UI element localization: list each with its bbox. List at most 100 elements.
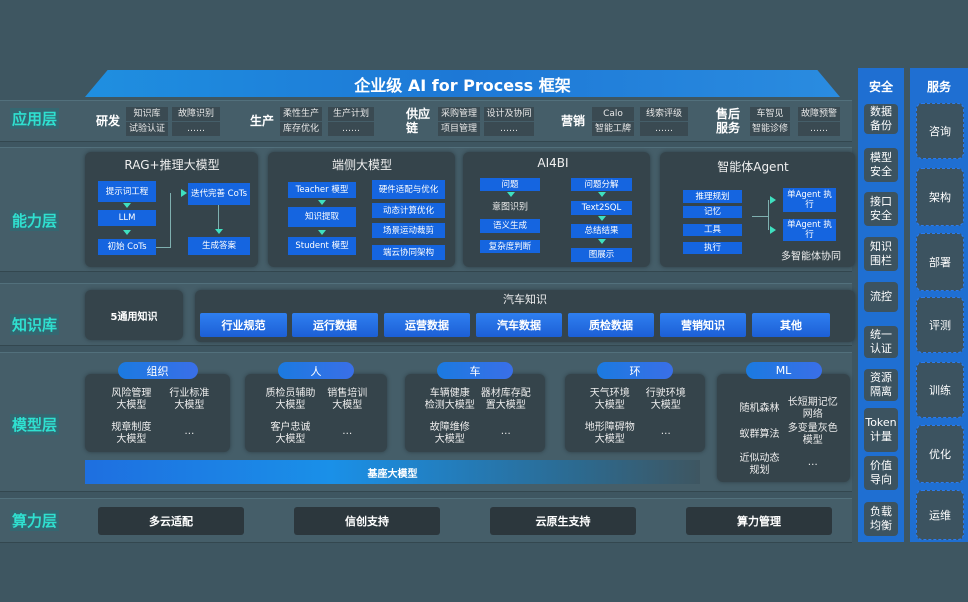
agent-box[interactable]: 推理规划 [683,190,742,203]
knowledge-item-button[interactable]: 其他 [752,313,830,337]
service-item[interactable]: 部署 [916,233,964,291]
knowledge-item-button[interactable]: 运营数据 [384,313,470,337]
knowledge-item-button[interactable]: 行业规范 [200,313,287,337]
ai4bi-box[interactable]: 总结结果 [571,224,632,238]
ai4bi-box[interactable]: Text2SQL [571,201,632,215]
app-item[interactable]: 知识库 [126,107,168,121]
model-item[interactable]: 车辆健康 检测大模型 [424,388,475,411]
model-item[interactable]: 器材库存配 置大模型 [480,388,531,411]
rag-box[interactable]: LLM [98,210,156,226]
security-item[interactable]: 统一认证 [864,326,898,358]
service-item[interactable]: 训练 [916,362,964,418]
model-group-pill[interactable]: 组织 [117,362,198,379]
rag-box[interactable]: 生成答案 [188,237,250,255]
service-item[interactable]: 评测 [916,297,964,353]
app-item[interactable]: 柔性生产 [280,107,322,121]
app-item[interactable]: 故障识别 [172,107,220,121]
app-item[interactable]: 智能工牌 [592,122,634,136]
edge-box[interactable]: Teacher 模型 [288,182,356,198]
agent-box[interactable]: 单Agent 执行 [783,188,836,212]
base-model-bar: 基座大模型 [85,460,700,484]
service-item[interactable]: 咨询 [916,103,964,159]
framework-title-banner: 企业级 AI for Process 框架 [85,70,840,97]
security-item[interactable]: 资源隔离 [864,369,898,401]
edge-box[interactable]: 动态计算优化 [372,203,445,218]
security-item[interactable]: 价值导向 [864,456,898,490]
service-item[interactable]: 运维 [916,490,964,540]
app-item[interactable]: …… [172,122,220,136]
app-item[interactable]: Calo [592,107,634,121]
model-group-pill[interactable]: 环 [597,362,673,379]
model-item[interactable]: 客户忠诚 大模型 [270,422,311,445]
knowledge-item-button[interactable]: 质检数据 [568,313,654,337]
security-item[interactable]: 负载均衡 [864,502,898,536]
ai4bi-box[interactable]: 复杂度判断 [480,240,540,253]
app-item[interactable]: 采购管理 [438,107,480,121]
model-group-pill[interactable]: 人 [278,362,354,379]
general-knowledge-box: 5通用知识 [85,290,183,340]
app-item[interactable]: …… [328,122,374,136]
edge-box[interactable]: 知识提取 [288,207,356,227]
edge-box[interactable]: 场景运动裁剪 [372,223,445,238]
model-group-pill[interactable]: ML [745,362,822,379]
model-item[interactable]: 故障维修 大模型 [429,422,470,445]
ai4bi-box[interactable]: 图展示 [571,248,632,262]
app-item[interactable]: 库存优化 [280,122,322,136]
agent-box[interactable]: 执行 [683,242,742,254]
compute-item-button[interactable]: 多云适配 [98,507,244,535]
ai4bi-box[interactable]: 问题分解 [571,178,632,191]
service-item[interactable]: 优化 [916,425,964,483]
model-item[interactable]: 规章制度 大模型 [111,422,152,445]
ai4bi-box[interactable]: 语义生成 [480,219,540,233]
rag-box[interactable]: 初始 CoTs [98,239,156,255]
model-item[interactable]: 天气环境 大模型 [589,388,630,411]
app-item[interactable]: …… [798,122,840,136]
layer-label-model: 模型层 [10,414,60,435]
security-item[interactable]: 接口安全 [864,192,898,226]
edge-box[interactable]: 硬件适配与优化 [372,180,445,199]
arrow-down-icon [598,239,606,244]
model-item[interactable]: 随机森林 [739,403,780,414]
model-item[interactable]: 长短期记忆 网络 [787,397,838,420]
knowledge-item-button[interactable]: 运行数据 [292,313,378,337]
rag-box[interactable]: 提示词工程 [98,181,156,202]
compute-item-button[interactable]: 算力管理 [686,507,832,535]
app-item[interactable]: 车智见 [750,107,790,121]
app-item[interactable]: 设计及协同 [484,107,534,121]
model-group-pill[interactable]: 车 [437,362,513,379]
model-item[interactable]: 质检员辅助 大模型 [265,388,316,411]
knowledge-item-button[interactable]: 营销知识 [660,313,746,337]
app-item[interactable]: 项目管理 [438,122,480,136]
security-item[interactable]: 流控 [864,282,898,312]
model-item[interactable]: 地形障碍物 大模型 [584,422,635,445]
security-item[interactable]: 模型安全 [864,148,898,182]
security-item[interactable]: Token计量 [864,408,898,452]
model-item[interactable]: 风险管理 大模型 [111,388,152,411]
model-item[interactable]: 销售培训 大模型 [327,388,368,411]
model-item[interactable]: 行驶环境 大模型 [645,388,686,411]
model-item[interactable]: 多变量灰色 模型 [787,423,838,446]
model-item[interactable]: 近似动态 规划 [739,453,780,476]
app-item[interactable]: 故障预警 [798,107,840,121]
agent-box[interactable]: 工具 [683,224,742,236]
rag-box[interactable]: 迭代完善 CoTs [188,183,250,205]
edge-box[interactable]: 端云协同架构 [372,245,445,260]
app-item[interactable]: …… [640,122,688,136]
ai4bi-box[interactable]: 问题 [480,178,540,191]
model-item[interactable]: 行业标准 大模型 [169,388,210,411]
knowledge-item-button[interactable]: 汽车数据 [476,313,562,337]
agent-box[interactable]: 记忆 [683,206,742,218]
app-item[interactable]: 试验认证 [126,122,168,136]
app-item[interactable]: 生产计划 [328,107,374,121]
service-item[interactable]: 架构 [916,168,964,226]
compute-item-button[interactable]: 云原生支持 [490,507,636,535]
app-item[interactable]: 智能诊修 [750,122,790,136]
edge-box[interactable]: Student 模型 [288,237,356,255]
app-item[interactable]: 线索评级 [640,107,688,121]
security-item[interactable]: 知识围栏 [864,237,898,271]
security-item[interactable]: 数据备份 [864,104,898,134]
app-item[interactable]: …… [484,122,534,136]
model-item[interactable]: 蚁群算法 [739,429,780,440]
agent-box[interactable]: 单Agent 执行 [783,219,836,241]
compute-item-button[interactable]: 信创支持 [294,507,440,535]
